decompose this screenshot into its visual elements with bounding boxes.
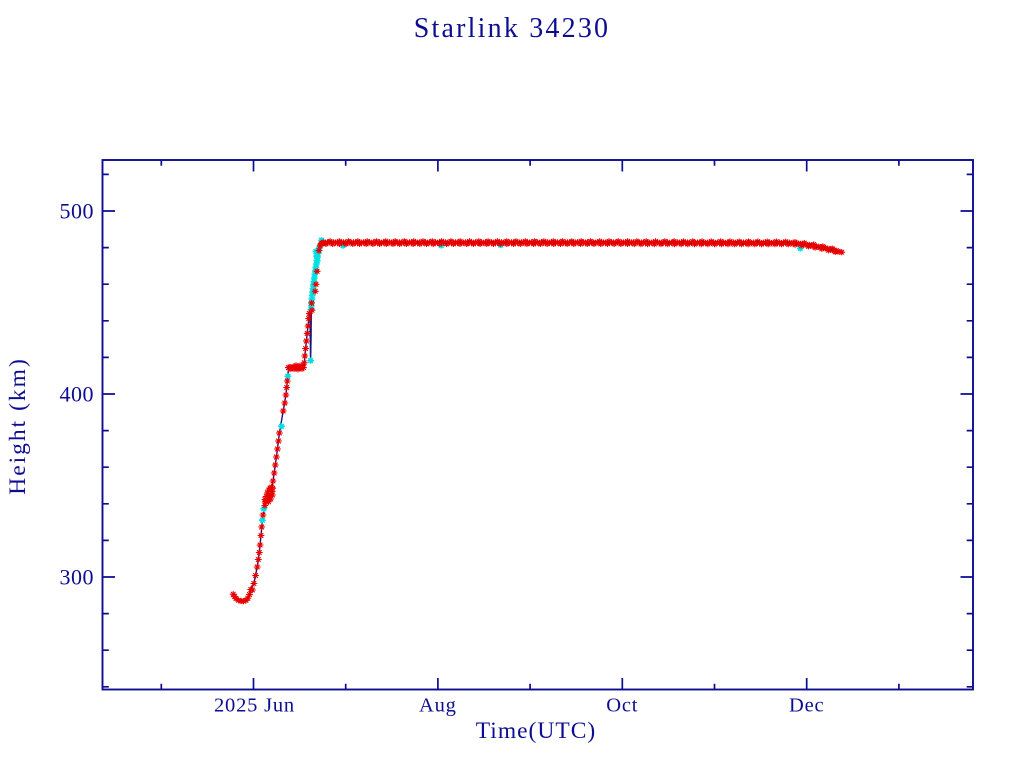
svg-text:Height (km): Height (km) bbox=[5, 357, 31, 495]
svg-text:400: 400 bbox=[60, 381, 95, 406]
svg-text:2025 Jun: 2025 Jun bbox=[214, 695, 295, 717]
svg-text:Aug: Aug bbox=[419, 695, 457, 717]
svg-text:Time(UTC): Time(UTC) bbox=[476, 718, 596, 744]
svg-text:Starlink 34230: Starlink 34230 bbox=[414, 13, 610, 44]
svg-text:Dec: Dec bbox=[789, 695, 824, 717]
svg-text:Oct: Oct bbox=[606, 695, 638, 717]
svg-text:500: 500 bbox=[60, 198, 95, 223]
svg-text:300: 300 bbox=[60, 564, 95, 589]
